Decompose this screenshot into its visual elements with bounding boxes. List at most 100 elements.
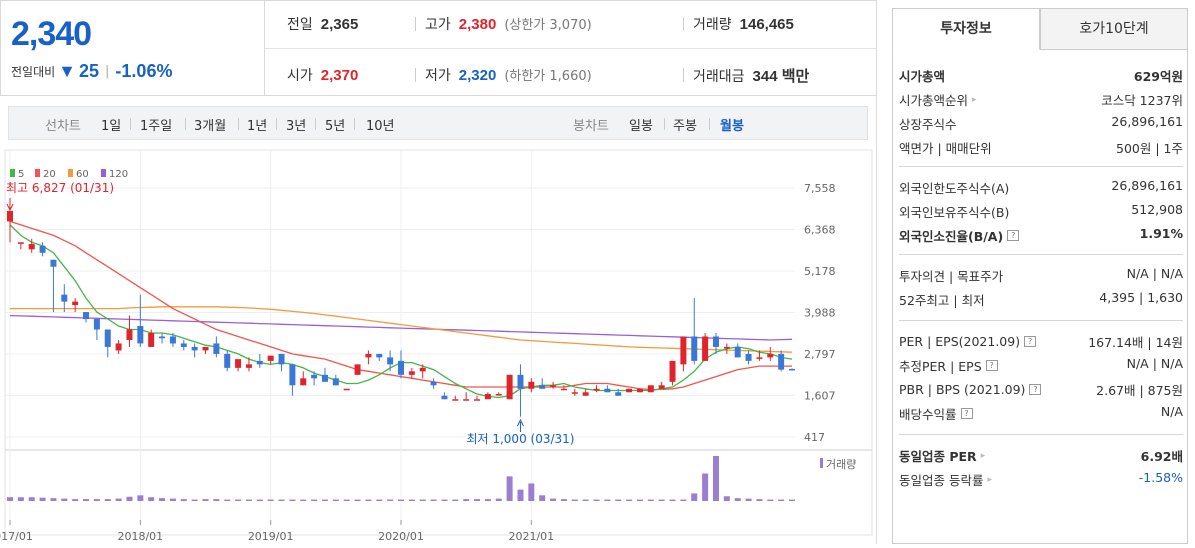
volume-bar (387, 499, 394, 501)
x-tick-label: 2017/01 (0, 530, 33, 543)
candle-monthly[interactable]: 월봉 (720, 119, 744, 134)
candle-body (712, 336, 719, 347)
open-label: 시가 (287, 68, 313, 84)
candle-body (680, 336, 687, 365)
help-icon[interactable]: ? (985, 360, 998, 371)
y-tick-label: 3,988 (804, 306, 836, 319)
ma-legend-label: 20 (43, 169, 56, 180)
candle-body (734, 346, 741, 358)
divider (354, 118, 355, 130)
divider (185, 118, 186, 130)
candle-body (745, 353, 752, 361)
open-price: 시가 2,370 (287, 65, 358, 85)
candle-body (104, 329, 111, 347)
volume-bar (213, 499, 220, 501)
info-row-label-text: PER | EPS(2021.09) (899, 334, 1021, 349)
info-row-label: 동일업종 PER ▸ (899, 446, 985, 465)
volume-bar (593, 499, 600, 501)
candle-body (267, 355, 274, 361)
candle-body (669, 360, 676, 382)
volume-bar (28, 497, 35, 501)
divider (683, 17, 684, 31)
tab-investment-info[interactable]: 투자정보 (892, 8, 1040, 50)
candle-body (495, 394, 502, 396)
current-price: 2,340 (11, 15, 92, 53)
chevron-right-icon[interactable]: ▸ (980, 450, 986, 461)
volume-bar (506, 476, 513, 501)
volume-bar (604, 499, 611, 501)
volume-bar (278, 499, 285, 501)
info-row-value: N/A | N/A (1126, 266, 1183, 281)
volume-bar (408, 499, 415, 501)
volume-bar (756, 499, 763, 501)
period-5y[interactable]: 5년 (325, 119, 346, 134)
candle-body (137, 326, 144, 344)
y-tick-label: 7,558 (804, 182, 836, 195)
candle-body (560, 388, 567, 391)
volume-bar (93, 499, 100, 501)
chevron-right-icon[interactable]: ▸ (987, 474, 993, 485)
help-icon[interactable]: ? (1007, 230, 1020, 241)
candle-body (354, 364, 361, 375)
y-tick-label: 2,797 (804, 348, 836, 361)
high-value: 2,380 (458, 16, 497, 33)
candle-body (28, 244, 35, 250)
chevron-right-icon[interactable]: ▸ (972, 94, 977, 105)
info-row-label-text: 시가총액 (899, 69, 946, 84)
help-icon[interactable]: ? (1024, 336, 1037, 347)
volume-bar (7, 497, 13, 501)
change-amount: 25 (79, 61, 100, 81)
volume-bar (61, 498, 68, 501)
candle-body (408, 371, 415, 375)
candle-body (398, 360, 404, 375)
volume-bar (115, 498, 122, 501)
ma-legend-swatch (35, 169, 40, 177)
help-icon[interactable]: ? (960, 408, 973, 419)
volume-bar (658, 499, 665, 501)
line-chart-label: 선차트 (45, 119, 81, 134)
help-icon[interactable]: ? (1029, 384, 1042, 395)
tab-order-book[interactable]: 호가10단계 (1040, 8, 1188, 50)
candle-body (528, 381, 535, 389)
volume-bar (50, 498, 57, 501)
divider (315, 118, 316, 130)
info-row-value: 4,395 | 1,630 (1099, 290, 1183, 305)
volume-bar (159, 498, 166, 501)
info-row: 동일업종 PER ▸ 6.92배 (899, 446, 1183, 465)
candle-body (658, 385, 665, 389)
volume-bar (463, 499, 470, 501)
period-1w[interactable]: 1주일 (140, 119, 173, 134)
period-3m[interactable]: 3개월 (194, 119, 227, 134)
period-3y[interactable]: 3년 (286, 119, 307, 134)
candle-body (17, 242, 24, 244)
candle-body (376, 353, 383, 358)
candle-daily[interactable]: 일봉 (629, 119, 653, 134)
candle-body (419, 367, 426, 372)
candle-weekly[interactable]: 주봉 (673, 119, 697, 134)
info-row-label: 배당수익률? (899, 404, 973, 423)
change-label: 전일대비 (11, 65, 56, 79)
candle-body (484, 394, 491, 400)
price-chart: 7,558 6,368 5,178 3,988 2,797 1,607 417 2017/01… (0, 140, 877, 544)
candle-chart-label: 봉차트 (573, 119, 609, 134)
volume-bar (430, 499, 437, 501)
low-value: 2,320 (458, 67, 497, 84)
candle-body (441, 395, 448, 400)
candle-body (539, 385, 546, 389)
amount-value: 344 백만 (752, 68, 810, 85)
volume-bar (148, 497, 155, 501)
investment-info-panel: 시가총액 629억원 시가총액순위 ▸ 코스닥 1237위 상장주식수 26,896,161… (892, 50, 1188, 544)
volume-bar (126, 496, 133, 501)
candle-body (289, 364, 296, 386)
period-1d[interactable]: 1일 (101, 119, 122, 134)
candle-body (463, 399, 470, 401)
divider (683, 68, 684, 82)
period-10y[interactable]: 10년 (366, 119, 395, 134)
x-tick-label: 2021/01 (508, 530, 554, 543)
period-1y[interactable]: 1년 (247, 119, 268, 134)
divider (276, 118, 277, 130)
candle-body (7, 210, 13, 222)
volume-bar (767, 499, 774, 501)
candle-body (604, 388, 611, 393)
volume-bar (191, 499, 198, 501)
